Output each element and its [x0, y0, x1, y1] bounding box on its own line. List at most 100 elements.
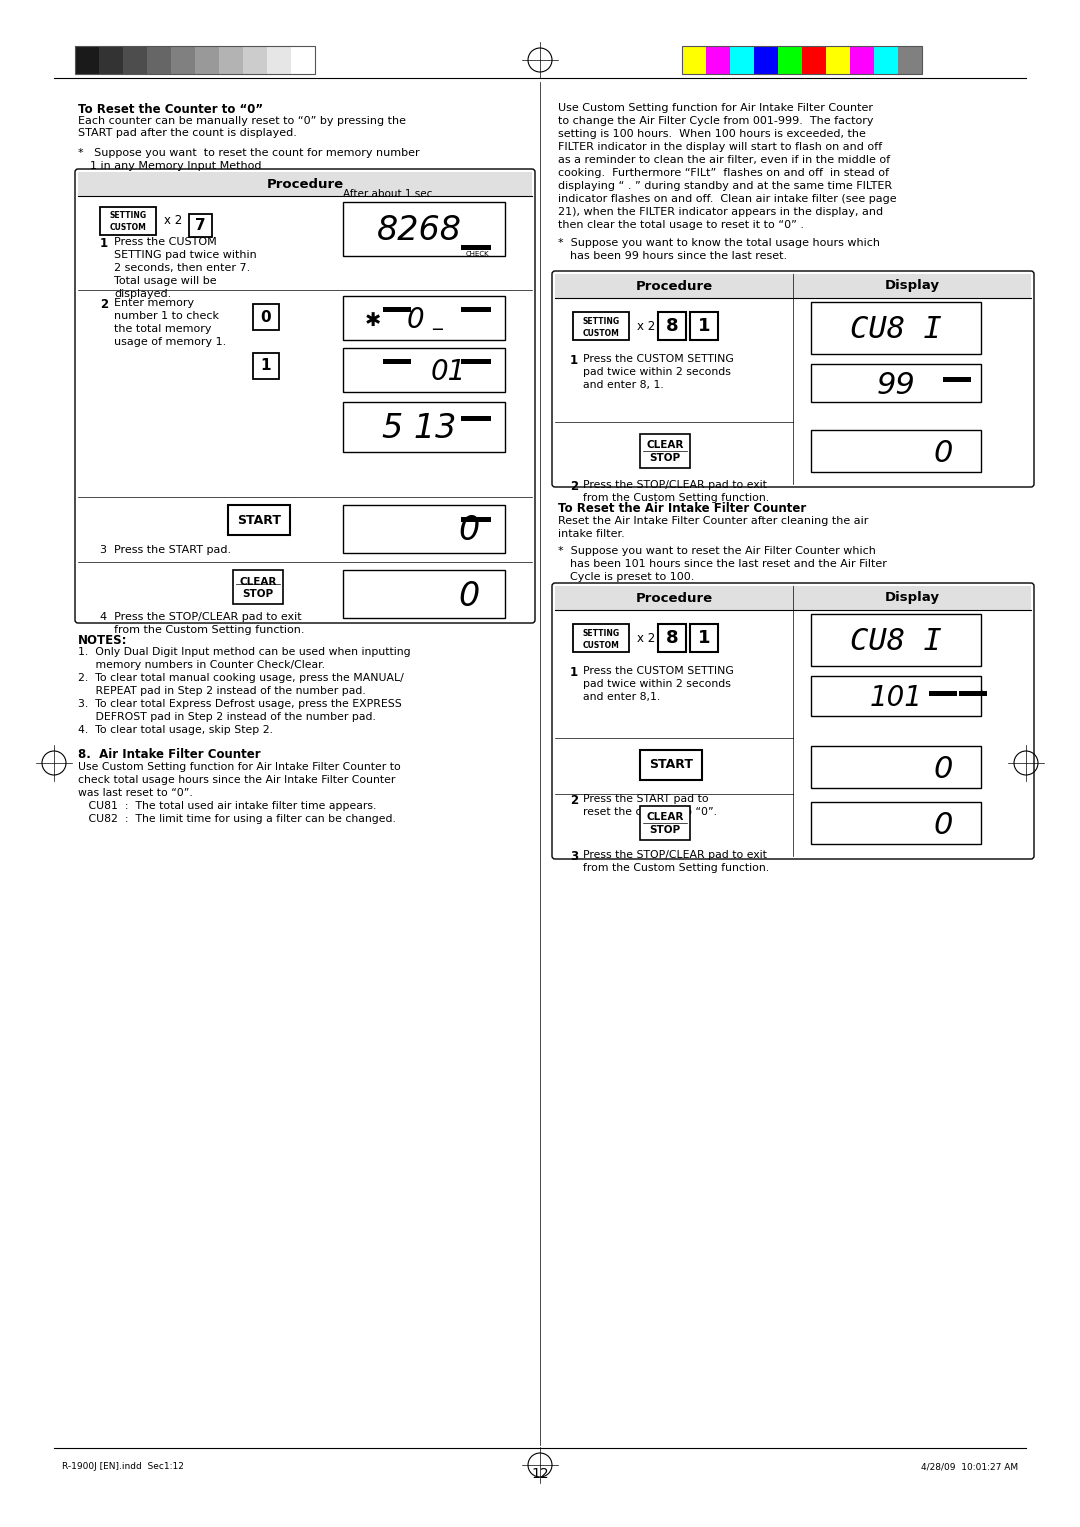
Bar: [811, 802, 981, 844]
Text: indicator flashes on and off.  Clean air intake filter (see page: indicator flashes on and off. Clean air …: [558, 194, 896, 205]
Text: Press the CUSTOM SETTING: Press the CUSTOM SETTING: [583, 354, 733, 363]
Text: SETTING: SETTING: [582, 629, 620, 638]
Text: 2.  To clear total manual cooking usage, press the MANUAL/: 2. To clear total manual cooking usage, …: [78, 673, 404, 683]
Text: ✱: ✱: [365, 310, 381, 330]
Text: CHECK: CHECK: [465, 250, 489, 257]
Text: 2 seconds, then enter 7.: 2 seconds, then enter 7.: [114, 263, 251, 273]
Bar: [811, 676, 981, 716]
Text: 8.  Air Intake Filter Counter: 8. Air Intake Filter Counter: [78, 748, 260, 760]
Text: has been 99 hours since the last reset.: has been 99 hours since the last reset.: [570, 250, 787, 261]
Bar: [681, 46, 922, 73]
Bar: [253, 304, 279, 330]
Bar: [811, 302, 981, 354]
Text: CHECK: CHECK: [465, 357, 489, 363]
Bar: [754, 46, 778, 73]
Bar: [826, 46, 850, 73]
Text: 1: 1: [570, 666, 578, 680]
Text: as a reminder to clean the air filter, even if in the middle of: as a reminder to clean the air filter, e…: [558, 156, 890, 165]
Text: 21), when the FILTER indicator appears in the display, and: 21), when the FILTER indicator appears i…: [558, 208, 883, 217]
Text: Use Custom Setting function for Air Intake Filter Counter: Use Custom Setting function for Air Inta…: [558, 102, 873, 113]
Bar: [850, 46, 874, 73]
Text: After about 1 sec.: After about 1 sec.: [343, 189, 435, 199]
Text: To Reset the Air Intake Filter Counter: To Reset the Air Intake Filter Counter: [558, 502, 807, 515]
Text: has been 101 hours since the last reset and the Air Filter: has been 101 hours since the last reset …: [570, 559, 887, 570]
FancyBboxPatch shape: [75, 169, 535, 623]
Text: START: START: [237, 513, 281, 527]
Text: from the Custom Setting function.: from the Custom Setting function.: [583, 493, 769, 502]
Text: STOP: STOP: [242, 589, 273, 599]
Bar: [343, 348, 505, 392]
Text: FILTER indicator in the display will start to flash on and off: FILTER indicator in the display will sta…: [558, 142, 882, 153]
Text: SETTING pad twice within: SETTING pad twice within: [114, 250, 257, 260]
Text: displaying “ . ” during standby and at the same time FILTER: displaying “ . ” during standby and at t…: [558, 182, 892, 191]
Text: CHECK: CHECK: [944, 376, 968, 382]
Text: 1: 1: [570, 354, 578, 366]
Text: cooking.  Furthermore “FILt”  flashes on and off  in stead of: cooking. Furthermore “FILt” flashes on a…: [558, 168, 889, 179]
Text: 8268: 8268: [377, 214, 461, 247]
Text: from the Custom Setting function.: from the Custom Setting function.: [583, 863, 769, 873]
Bar: [778, 46, 802, 73]
Text: 2: 2: [570, 794, 578, 806]
Text: START: START: [649, 759, 693, 771]
Bar: [99, 46, 123, 73]
Bar: [243, 46, 267, 73]
Text: After about 1 sec.: After about 1 sec.: [811, 658, 904, 667]
Bar: [195, 46, 219, 73]
Text: Cycle is preset to 100.: Cycle is preset to 100.: [570, 573, 694, 582]
Text: 5 13: 5 13: [382, 412, 456, 446]
Bar: [811, 614, 981, 666]
Text: CU8 I: CU8 I: [850, 628, 942, 657]
Bar: [640, 806, 690, 840]
Text: SETTING: SETTING: [582, 318, 620, 327]
Bar: [555, 273, 793, 298]
Text: setting is 100 hours.  When 100 hours is exceeded, the: setting is 100 hours. When 100 hours is …: [558, 128, 866, 139]
Text: CU81  :  The total used air intake filter time appears.: CU81 : The total used air intake filter …: [78, 802, 376, 811]
Text: then clear the total usage to reset it to “0” .: then clear the total usage to reset it t…: [558, 220, 804, 231]
Text: CUSTOM: CUSTOM: [582, 640, 620, 649]
Bar: [640, 750, 702, 780]
Text: CHECK: CHECK: [465, 414, 489, 420]
FancyBboxPatch shape: [552, 270, 1034, 487]
Text: 3.  To clear total Express Defrost usage, press the EXPRESS: 3. To clear total Express Defrost usage,…: [78, 699, 402, 709]
Text: 1 in any Memory Input Method: 1 in any Memory Input Method: [90, 160, 261, 171]
Text: 0: 0: [459, 515, 480, 548]
Text: Display: Display: [885, 279, 940, 293]
Bar: [658, 312, 686, 341]
Text: REPEAT pad in Step 2 instead of the number pad.: REPEAT pad in Step 2 instead of the numb…: [78, 686, 366, 696]
Text: 0: 0: [407, 305, 424, 334]
Text: CU82  :  The limit time for using a filter can be changed.: CU82 : The limit time for using a filter…: [78, 814, 396, 825]
Bar: [802, 46, 826, 73]
Bar: [75, 46, 315, 73]
Bar: [383, 307, 411, 312]
Text: 0: 0: [459, 580, 480, 612]
Bar: [929, 692, 957, 696]
Bar: [189, 214, 212, 237]
Text: Total usage will be: Total usage will be: [114, 276, 217, 286]
Bar: [78, 173, 532, 195]
Text: *  Suppose you want to reset the Air Filter Counter which: * Suppose you want to reset the Air Filt…: [558, 547, 876, 556]
Text: was last reset to “0”.: was last reset to “0”.: [78, 788, 192, 799]
Text: To Reset the Counter to “0”: To Reset the Counter to “0”: [78, 102, 264, 116]
Bar: [291, 46, 315, 73]
Bar: [228, 505, 291, 534]
Text: CUSTOM: CUSTOM: [109, 223, 147, 232]
Text: After about 1 sec.: After about 1 sec.: [811, 347, 904, 356]
Text: STOP: STOP: [649, 825, 680, 835]
Bar: [343, 505, 505, 553]
Text: SETTING: SETTING: [109, 212, 147, 220]
Bar: [811, 431, 981, 472]
Text: 1: 1: [260, 359, 271, 374]
Text: 0: 0: [934, 754, 954, 783]
Text: *  Suppose you want to know the total usage hours which: * Suppose you want to know the total usa…: [558, 238, 880, 247]
Text: Procedure: Procedure: [267, 177, 343, 191]
Text: displayed.: displayed.: [114, 289, 172, 299]
Text: 101: 101: [869, 684, 922, 712]
Text: intake filter.: intake filter.: [558, 528, 624, 539]
Text: CU8 I: CU8 I: [850, 316, 942, 345]
Text: Press the STOP/CLEAR pad to exit: Press the STOP/CLEAR pad to exit: [583, 479, 767, 490]
Text: Use Custom Setting function for Air Intake Filter Counter to: Use Custom Setting function for Air Inta…: [78, 762, 401, 773]
Bar: [253, 353, 279, 379]
Text: x 2: x 2: [637, 319, 656, 333]
Text: NO.: NO.: [392, 305, 404, 312]
Text: CLEAR: CLEAR: [646, 440, 684, 450]
